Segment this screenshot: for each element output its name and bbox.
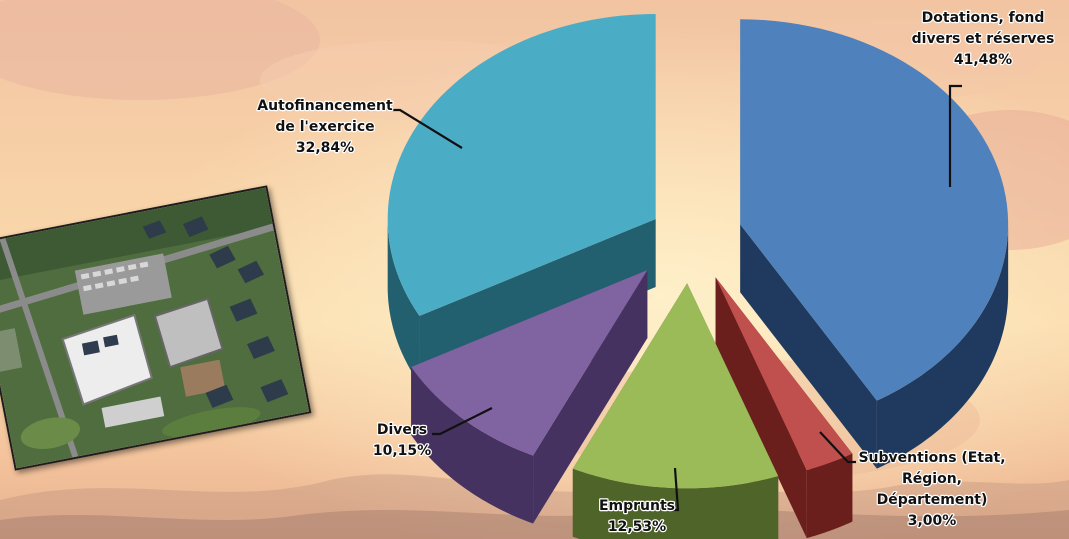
pie-slice-wall xyxy=(715,277,807,539)
slice-category-label: divers et réserves xyxy=(912,31,1055,47)
slice-value-label: 41,48% xyxy=(954,52,1012,68)
slice-category-label: Emprunts xyxy=(599,498,675,514)
slice-category-label: de l'exercice xyxy=(275,119,374,135)
pie-slice-edge xyxy=(572,468,779,539)
pie-slices xyxy=(387,13,1009,539)
pie-slice xyxy=(411,270,648,524)
slice-label: Emprunts 12,53% xyxy=(598,467,680,536)
slice-value-label: 3,00% xyxy=(908,513,957,529)
slice-value-label: 32,84% xyxy=(296,140,354,156)
slice-category-label: Divers xyxy=(377,422,427,438)
pie-slice-top xyxy=(740,19,1009,401)
slice-value-label: 10,15% xyxy=(373,443,431,459)
leader-line xyxy=(390,108,463,149)
leader-line xyxy=(432,407,493,436)
pie-slice-edge xyxy=(411,367,534,524)
pie-slice-edge xyxy=(806,453,853,539)
pie-slice-edge xyxy=(876,224,1009,469)
slice-label: Divers 10,15% xyxy=(372,407,493,460)
pie-slice xyxy=(740,19,1009,469)
slice-category-label: Région, xyxy=(902,471,962,487)
leader-line xyxy=(672,467,680,512)
pie-slice-top xyxy=(715,277,853,471)
slice-label: Subventions (Etat, Région, Département) 3,0… xyxy=(819,431,1007,530)
slice-category-label: Dotations, fond xyxy=(922,10,1045,26)
slice-category-label: Autofinancement xyxy=(257,98,393,114)
pie-labels: Dotations, fond divers et réserves 41,48% S… xyxy=(256,9,1056,536)
pie-slice-top xyxy=(411,270,648,456)
pie-slice-wall xyxy=(740,224,877,469)
slice-category-label: Subventions (Etat, xyxy=(858,450,1005,466)
slice-label: Autofinancement de l'exercice 32,84% xyxy=(256,97,463,157)
pie-slice-edge xyxy=(387,218,420,384)
slice-category-label: Département) xyxy=(877,492,988,508)
aerial-building-photo xyxy=(0,185,312,471)
leader-line xyxy=(819,431,856,464)
leader-line xyxy=(948,84,962,187)
pie-slice-top xyxy=(387,13,656,316)
pie-slice xyxy=(715,277,853,539)
pie-slice-top xyxy=(572,283,779,489)
slice-value-label: 12,53% xyxy=(608,519,666,535)
aerial-photo-graphic xyxy=(0,187,310,469)
slice-label: Dotations, fond divers et réserves 41,48% xyxy=(910,9,1056,187)
pie-slice xyxy=(572,283,779,539)
